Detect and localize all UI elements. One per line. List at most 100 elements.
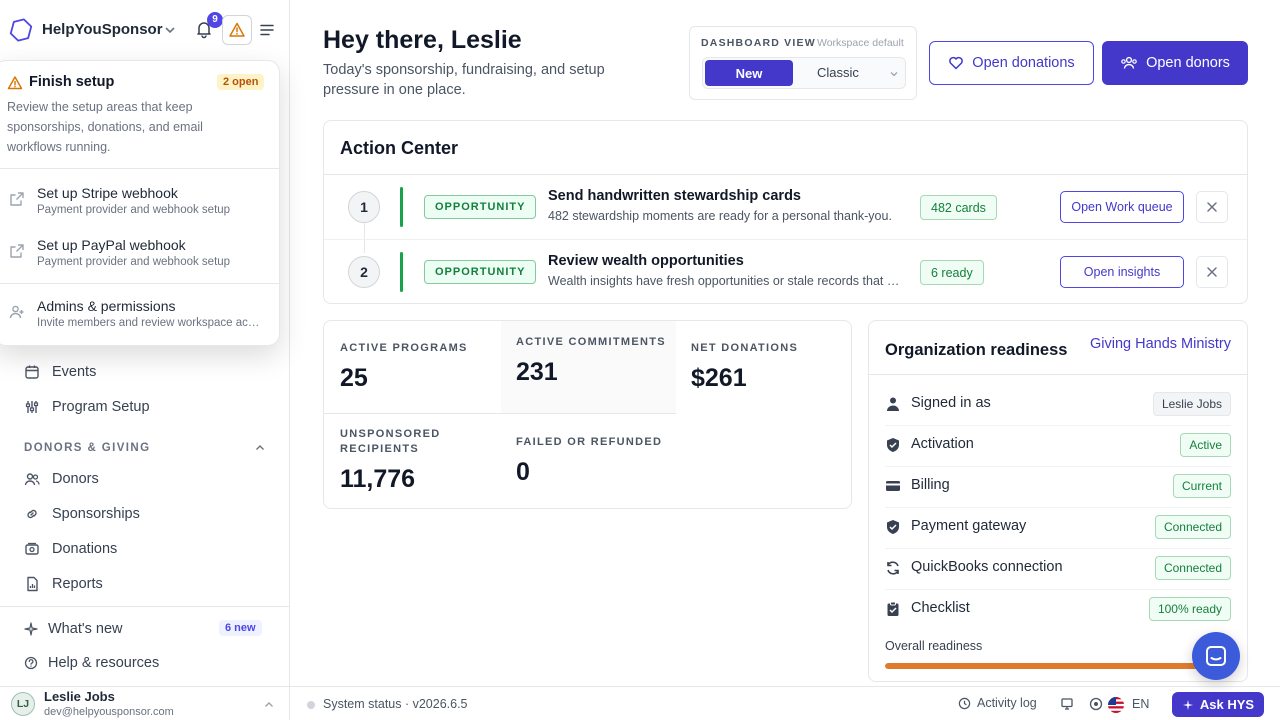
user-name: Leslie Jobs: [44, 689, 115, 704]
view-option-classic[interactable]: Classic: [817, 65, 859, 80]
stat-value: 0: [516, 458, 530, 486]
readiness-value: Connected: [1154, 515, 1231, 539]
chevron-down-icon[interactable]: [163, 23, 177, 37]
status-bar: System status · v2026.6.5 Activity log E…: [290, 686, 1280, 720]
readiness-row-quickbooks: QuickBooks connection Connected: [885, 548, 1231, 589]
sidebar-item-label: Events: [52, 364, 97, 380]
accessibility-icon[interactable]: [1089, 697, 1103, 711]
bell-icon[interactable]: [194, 19, 214, 39]
whats-new-link[interactable]: What's new: [24, 617, 123, 641]
sidebar-item-program-setup[interactable]: Program Setup: [24, 395, 150, 419]
external-link-icon: [10, 192, 24, 206]
dashboard-view-toggle: New Classic: [702, 57, 906, 89]
stat-active-commitments[interactable]: Active commitments 231: [516, 335, 666, 387]
stat-active-programs[interactable]: Active programs 25: [340, 341, 468, 393]
stat-label: Active commitments: [516, 336, 666, 348]
link-icon: [27, 509, 37, 519]
action-step-number: 2: [348, 256, 380, 288]
hamburger-menu-icon[interactable]: [259, 22, 275, 38]
sidebar-item-label: Sponsorships: [52, 506, 140, 522]
open-insights-button[interactable]: Open insights: [1060, 256, 1184, 288]
stat-divider: [324, 413, 501, 414]
activity-log-link[interactable]: Activity log: [958, 696, 1037, 710]
users-icon: [1121, 56, 1137, 69]
row-divider: [885, 589, 1231, 590]
monitor-icon[interactable]: [1060, 697, 1074, 711]
setup-item-paypal-webhook[interactable]: Set up PayPal webhook Payment provider a…: [0, 237, 279, 281]
readiness-title: Organization readiness: [885, 341, 1068, 359]
overall-readiness-bar: [885, 663, 1231, 669]
dashboard-view-selector: DASHBOARD VIEW Workspace default New Cla…: [689, 26, 917, 100]
sync-icon: [887, 561, 899, 575]
open-work-queue-button[interactable]: Open Work queue: [1060, 191, 1184, 223]
action-title: Send handwritten stewardship cards: [548, 188, 801, 204]
setup-warning-button[interactable]: [222, 15, 252, 45]
sidebar-item-donations[interactable]: Donations: [24, 537, 117, 561]
sidebar-item-events[interactable]: Events: [24, 360, 96, 384]
user-plus-icon: [9, 305, 24, 319]
clock-icon: [958, 697, 971, 709]
stat-unsponsored-recipients[interactable]: Unsponsored recipients 11,776: [340, 427, 480, 494]
action-accent-bar: [400, 252, 403, 292]
readiness-label: QuickBooks connection: [911, 559, 1063, 575]
action-description: Wealth insights have fresh opportunities…: [548, 274, 904, 288]
sparkle-icon: [1182, 699, 1194, 710]
chevron-down-icon[interactable]: [889, 69, 899, 79]
setup-item-title: Set up PayPal webhook: [37, 237, 186, 253]
stat-value: $261: [691, 364, 747, 392]
chevron-up-icon: [256, 445, 264, 450]
view-option-new[interactable]: New: [705, 60, 793, 86]
action-step-number: 1: [348, 191, 380, 223]
ask-hys-button[interactable]: Ask HYS: [1172, 692, 1264, 717]
setup-item-subtitle: Invite members and review workspace acce…: [37, 317, 265, 329]
sidebar-item-sponsorships[interactable]: Sponsorships: [24, 502, 140, 526]
user-email: dev@helpyousponsor.com: [44, 706, 174, 718]
action-item: 2 OPPORTUNITY Review wealth opportunitie…: [324, 240, 1247, 304]
brand-name[interactable]: HelpYouSponsor: [42, 21, 163, 38]
action-tag: OPPORTUNITY: [424, 195, 537, 219]
readiness-label: Billing: [911, 477, 950, 493]
open-donors-button[interactable]: Open donors: [1102, 41, 1248, 85]
popover-divider: [0, 283, 279, 284]
stat-highlight-tile: [501, 321, 676, 414]
sidebar-item-donors[interactable]: Donors: [24, 467, 99, 491]
ask-hys-label: Ask HYS: [1199, 697, 1255, 712]
popover-title: Finish setup: [29, 74, 115, 90]
row-divider: [885, 548, 1231, 549]
open-donors-label: Open donors: [1146, 55, 1230, 71]
action-center-card: Action Center 1 OPPORTUNITY Send handwri…: [323, 120, 1248, 304]
stat-label: Net donations: [691, 342, 799, 354]
action-title: Review wealth opportunities: [548, 253, 744, 269]
dismiss-action-button[interactable]: [1196, 256, 1228, 288]
sidebar-item-reports[interactable]: Reports: [24, 572, 103, 596]
setup-item-subtitle: Payment provider and webhook setup: [37, 204, 231, 216]
sidebar-section-donors-giving[interactable]: DONORS & GIVING: [24, 442, 266, 454]
language-selector[interactable]: EN: [1132, 697, 1150, 711]
notification-count-badge: 9: [207, 12, 223, 28]
dismiss-action-button[interactable]: [1196, 191, 1228, 223]
open-donations-label: Open donations: [972, 55, 1075, 71]
organization-link[interactable]: Giving Hands Ministry: [1089, 336, 1231, 352]
setup-item-title: Set up Stripe webhook: [37, 185, 178, 201]
stat-failed-refunded[interactable]: Failed or refunded 0: [516, 435, 662, 487]
readiness-value: Connected: [1154, 556, 1231, 580]
help-label: Help & resources: [48, 655, 160, 671]
help-circle-icon: [24, 656, 38, 670]
brand-logo-icon[interactable]: [8, 17, 34, 43]
sliders-icon: [25, 401, 39, 413]
stat-net-donations[interactable]: Net donations $261: [691, 341, 798, 393]
us-flag-icon[interactable]: [1108, 697, 1124, 713]
help-resources-link[interactable]: Help & resources: [24, 651, 159, 675]
system-status-text[interactable]: System status · v2026.6.5: [323, 697, 468, 711]
readiness-row-signed-in: Signed in as Leslie Jobs: [885, 384, 1231, 425]
setup-item-stripe-webhook[interactable]: Set up Stripe webhook Payment provider a…: [0, 185, 279, 229]
user-menu[interactable]: LJ Leslie Jobs dev@helpyousponsor.com: [0, 686, 290, 720]
page-title: Hey there, Leslie: [323, 26, 522, 54]
chat-launcher-button[interactable]: [1192, 632, 1240, 680]
setup-item-admins-permissions[interactable]: Admins & permissions Invite members and …: [0, 298, 279, 342]
activity-log-label: Activity log: [977, 696, 1037, 710]
chevron-up-icon[interactable]: [263, 699, 275, 711]
brand-bar: HelpYouSponsor 9: [0, 0, 290, 60]
open-donations-button[interactable]: Open donations: [929, 41, 1094, 85]
row-divider: [885, 466, 1231, 467]
